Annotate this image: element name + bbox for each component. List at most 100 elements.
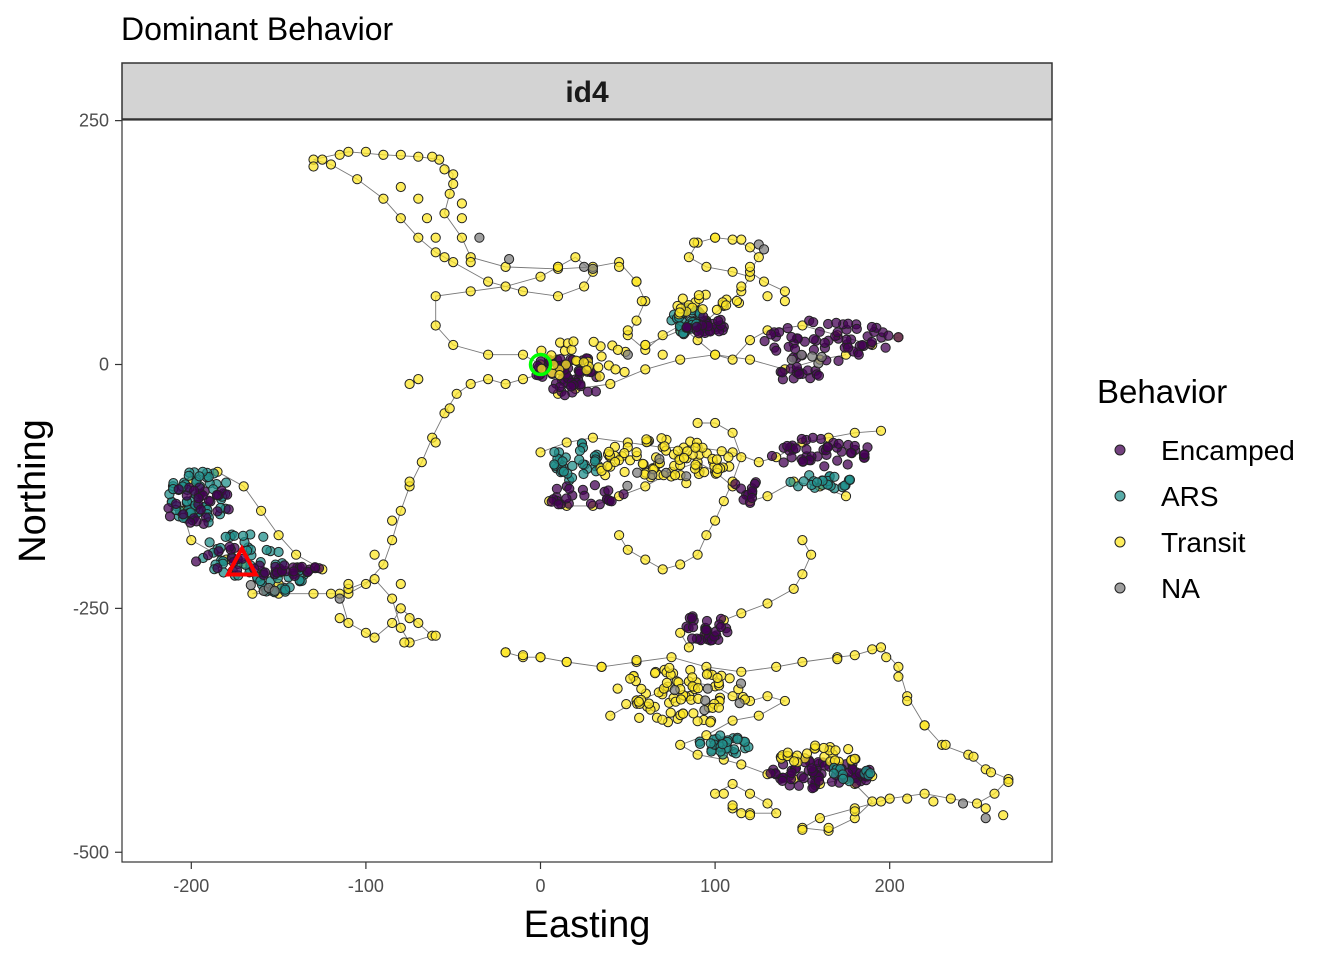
y-tick-label: -500 (73, 842, 109, 862)
data-point (989, 788, 1000, 799)
data-point (727, 800, 738, 811)
data-point (690, 459, 701, 470)
data-point (844, 474, 855, 485)
data-point (813, 370, 825, 381)
data-point (413, 193, 424, 204)
data-point (736, 452, 747, 463)
data-point (762, 598, 773, 609)
data-point (456, 213, 467, 224)
data-point (902, 793, 913, 804)
data-point (699, 705, 710, 716)
x-tick-label: 0 (535, 876, 545, 896)
data-point (808, 317, 819, 328)
x-tick-label: 200 (875, 876, 905, 896)
data-point (535, 271, 546, 282)
data-point (334, 149, 345, 160)
data-point (681, 471, 692, 482)
data-point (395, 578, 406, 590)
data-point (797, 535, 808, 546)
data-point (596, 661, 607, 673)
data-points (163, 146, 1014, 836)
data-point (692, 749, 703, 760)
data-point (334, 593, 345, 604)
data-point (427, 151, 438, 162)
legend: Behavior Encamped ARS Transit NA (1097, 373, 1295, 604)
data-point (387, 535, 398, 546)
data-point (448, 257, 459, 268)
data-point (736, 808, 747, 819)
data-point (814, 326, 825, 337)
data-point (849, 806, 860, 817)
data-point (859, 449, 870, 460)
data-point (796, 433, 807, 445)
data-point (829, 471, 840, 482)
data-point (822, 442, 834, 453)
data-point (224, 541, 235, 552)
data-point (793, 780, 805, 791)
data-point (352, 174, 363, 185)
data-point (535, 447, 546, 458)
data-point (919, 720, 930, 731)
data-point (220, 531, 231, 543)
data-point (647, 469, 658, 481)
data-point (439, 208, 450, 219)
x-tick-label: -200 (173, 876, 209, 896)
data-point (606, 496, 617, 507)
data-point (697, 304, 708, 315)
data-point (558, 466, 569, 477)
data-point (552, 291, 564, 302)
data-point (687, 633, 698, 644)
data-point (566, 381, 577, 392)
data-point (736, 666, 747, 677)
data-point (794, 369, 805, 380)
data-point (785, 476, 796, 488)
data-point (727, 715, 738, 726)
data-point (801, 444, 812, 455)
data-point (837, 773, 849, 785)
data-point (727, 778, 738, 790)
data-point (695, 738, 706, 750)
data-point (395, 213, 406, 224)
data-point (705, 738, 716, 749)
data-point (721, 300, 732, 311)
data-point (851, 323, 862, 334)
data-point (640, 554, 651, 565)
data-point (191, 556, 202, 567)
data-point (790, 443, 801, 454)
data-point (578, 468, 589, 480)
plot-title: Dominant Behavior (121, 11, 393, 47)
data-point (771, 661, 782, 673)
legend-key (1114, 444, 1126, 456)
data-point (786, 354, 797, 365)
data-point (395, 505, 406, 516)
data-point (500, 281, 511, 292)
data-point (674, 307, 685, 318)
data-point (778, 457, 789, 468)
data-point (762, 691, 773, 702)
data-point (762, 798, 773, 809)
data-point (813, 775, 825, 787)
data-point (928, 796, 939, 807)
data-point (590, 386, 602, 397)
data-point (744, 261, 756, 272)
data-point (715, 621, 727, 633)
y-tick-label: 250 (79, 111, 109, 131)
data-point (504, 254, 515, 265)
data-point (258, 531, 269, 542)
data-point (985, 767, 997, 778)
data-point (736, 759, 747, 770)
data-point (589, 456, 601, 467)
data-point (413, 374, 424, 385)
data-point (690, 442, 701, 453)
data-point (273, 530, 284, 541)
data-point (832, 654, 843, 665)
data-point (404, 613, 415, 624)
data-point (867, 796, 878, 807)
data-point (833, 355, 844, 366)
data-point (587, 263, 599, 274)
data-point (687, 672, 698, 683)
x-axis-title: Easting (524, 904, 651, 946)
data-point (786, 767, 797, 779)
data-point (678, 708, 689, 719)
data-point (666, 652, 677, 663)
